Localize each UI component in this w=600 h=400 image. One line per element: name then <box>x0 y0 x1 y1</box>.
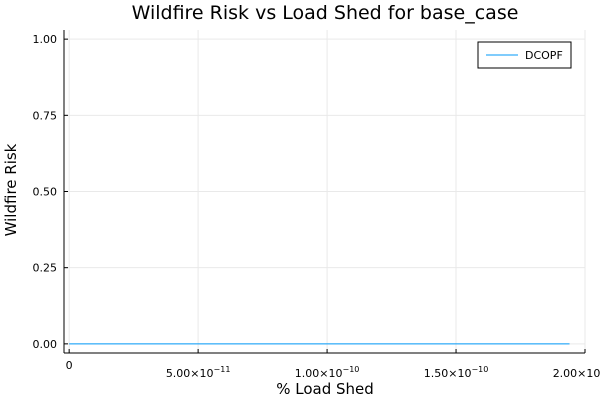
y-tick-label: 0.00 <box>33 338 58 351</box>
y-tick-label: 0.25 <box>33 262 58 275</box>
x-tick-label: 1.00×10−10 <box>295 365 360 380</box>
y-tick-label: 0.50 <box>33 186 58 199</box>
y-tick-label: 0.75 <box>33 109 58 122</box>
legend-label: DCOPF <box>525 49 563 62</box>
x-tick-label: 1.50×10−10 <box>424 365 489 380</box>
x-tick-label: 5.00×10−11 <box>166 365 231 380</box>
x-tick-label: 0 <box>66 359 73 372</box>
y-tick-label: 1.00 <box>33 33 58 46</box>
ticks: 0 5.00×10−11 1.00×10−10 1.50×10−10 2.00×10−1… <box>33 33 600 380</box>
chart-title: Wildfire Risk vs Load Shed for base_case <box>132 2 519 24</box>
y-axis-title: Wildfire Risk <box>2 143 20 236</box>
x-axis-title: % Load Shed <box>276 380 374 398</box>
grid <box>64 30 586 353</box>
x-tick-label: 2.00×10−10 <box>553 365 600 380</box>
legend: DCOPF <box>477 41 572 69</box>
